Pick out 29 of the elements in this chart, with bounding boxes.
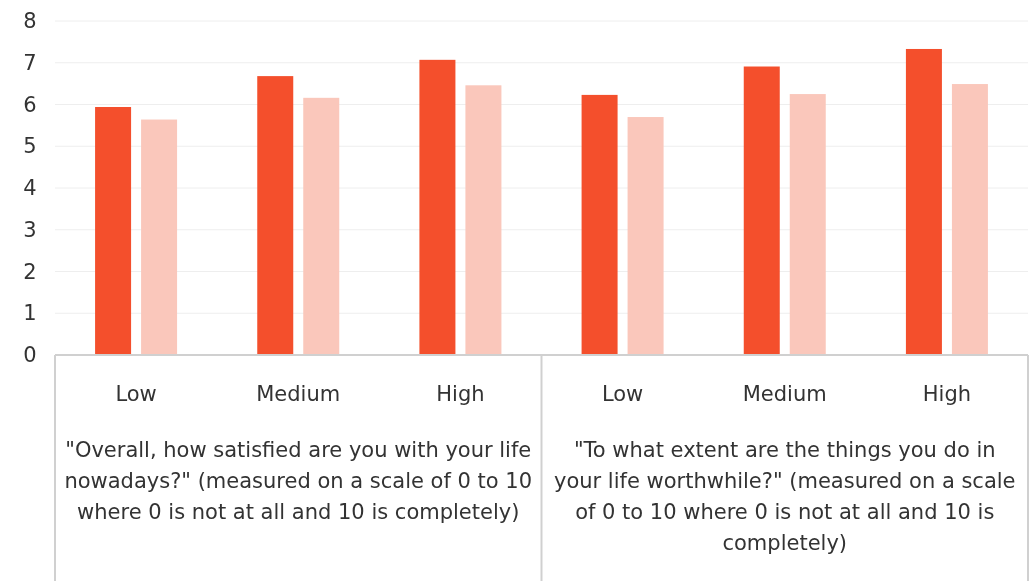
bar	[257, 76, 294, 355]
bar	[303, 97, 340, 355]
bar	[419, 59, 456, 355]
y-tick-label: 3	[23, 217, 37, 242]
y-tick-label: 7	[23, 50, 37, 75]
bar	[95, 107, 132, 355]
bar	[743, 66, 780, 355]
x-tick-label: Low	[601, 382, 644, 406]
text: "To what extent are the things you do in your life worthwhile?" (measured on a scale of 0 to 10 where 0 is not at all and 10 is completely)	[553, 438, 1016, 555]
x-tick-label: High	[922, 382, 972, 406]
bar	[465, 85, 502, 355]
y-tick-label: 6	[23, 92, 37, 117]
y-tick-label: 5	[23, 134, 37, 159]
y-tick-label: 1	[23, 301, 37, 326]
bar	[905, 48, 942, 355]
y-tick-label: 0	[23, 343, 37, 368]
bar	[581, 94, 618, 355]
bar	[951, 84, 988, 355]
y-tick-label: 2	[23, 259, 37, 284]
y-tick-label: 4	[23, 176, 37, 201]
bar	[627, 117, 664, 355]
x-tick-label: Medium	[256, 382, 341, 406]
y-tick-label: 8	[23, 9, 37, 34]
x-tick-label: Low	[115, 382, 157, 406]
text: "Overall, how satisfied are you with your life nowadays?" (measured on a scale of 0 to 10 where 0 is not at all and 10 is completely)	[64, 438, 533, 524]
x-tick-label: Medium	[742, 382, 827, 406]
x-tick-label: High	[436, 382, 485, 406]
bar	[789, 94, 826, 355]
bar	[141, 119, 178, 355]
